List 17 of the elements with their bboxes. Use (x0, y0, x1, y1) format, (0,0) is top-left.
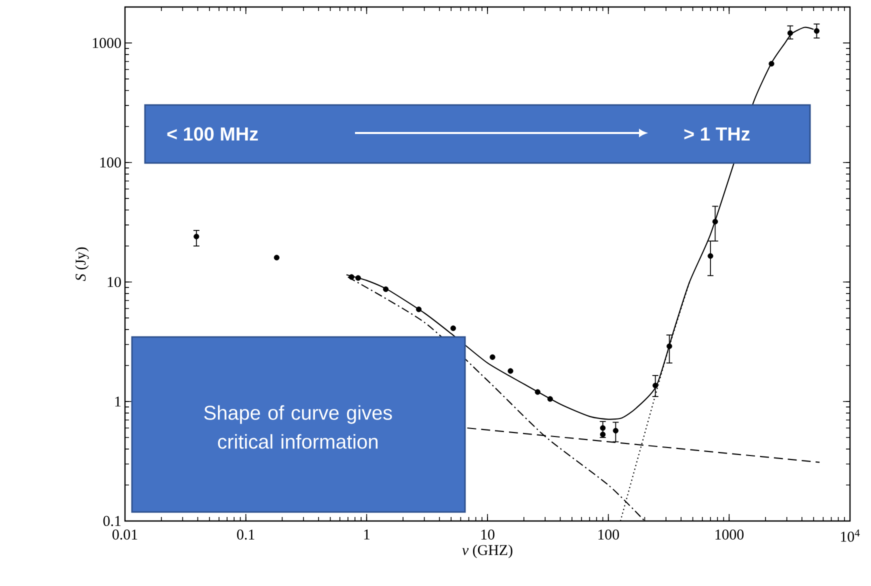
y-tick-label: 10 (108, 276, 121, 288)
x-tick-label: 0.1 (237, 530, 254, 540)
y-axis-title: S (Jy) (75, 247, 89, 282)
x-tick-label: 100 (598, 530, 619, 540)
annotation: < 100 MHz (167, 127, 258, 141)
y-tick-label: 0.1 (103, 516, 121, 526)
annotation: > 1 THz (684, 127, 750, 141)
y-tick-label: 1000 (92, 38, 121, 48)
x-tick-label: 0.01 (112, 530, 138, 540)
x-tick-label: 10 (481, 530, 494, 540)
x-tick-label: 1000 (716, 530, 744, 540)
x-tick-label: 1 (364, 530, 370, 540)
annotation: Shape of curve gives critical information (204, 405, 392, 449)
y-tick-label: 100 (100, 157, 121, 168)
y-tick-label: 1 (115, 396, 121, 406)
x-tick-label: 10$^{4}$ (840, 530, 860, 542)
x-axis-title: ν (GHZ) (462, 544, 512, 558)
